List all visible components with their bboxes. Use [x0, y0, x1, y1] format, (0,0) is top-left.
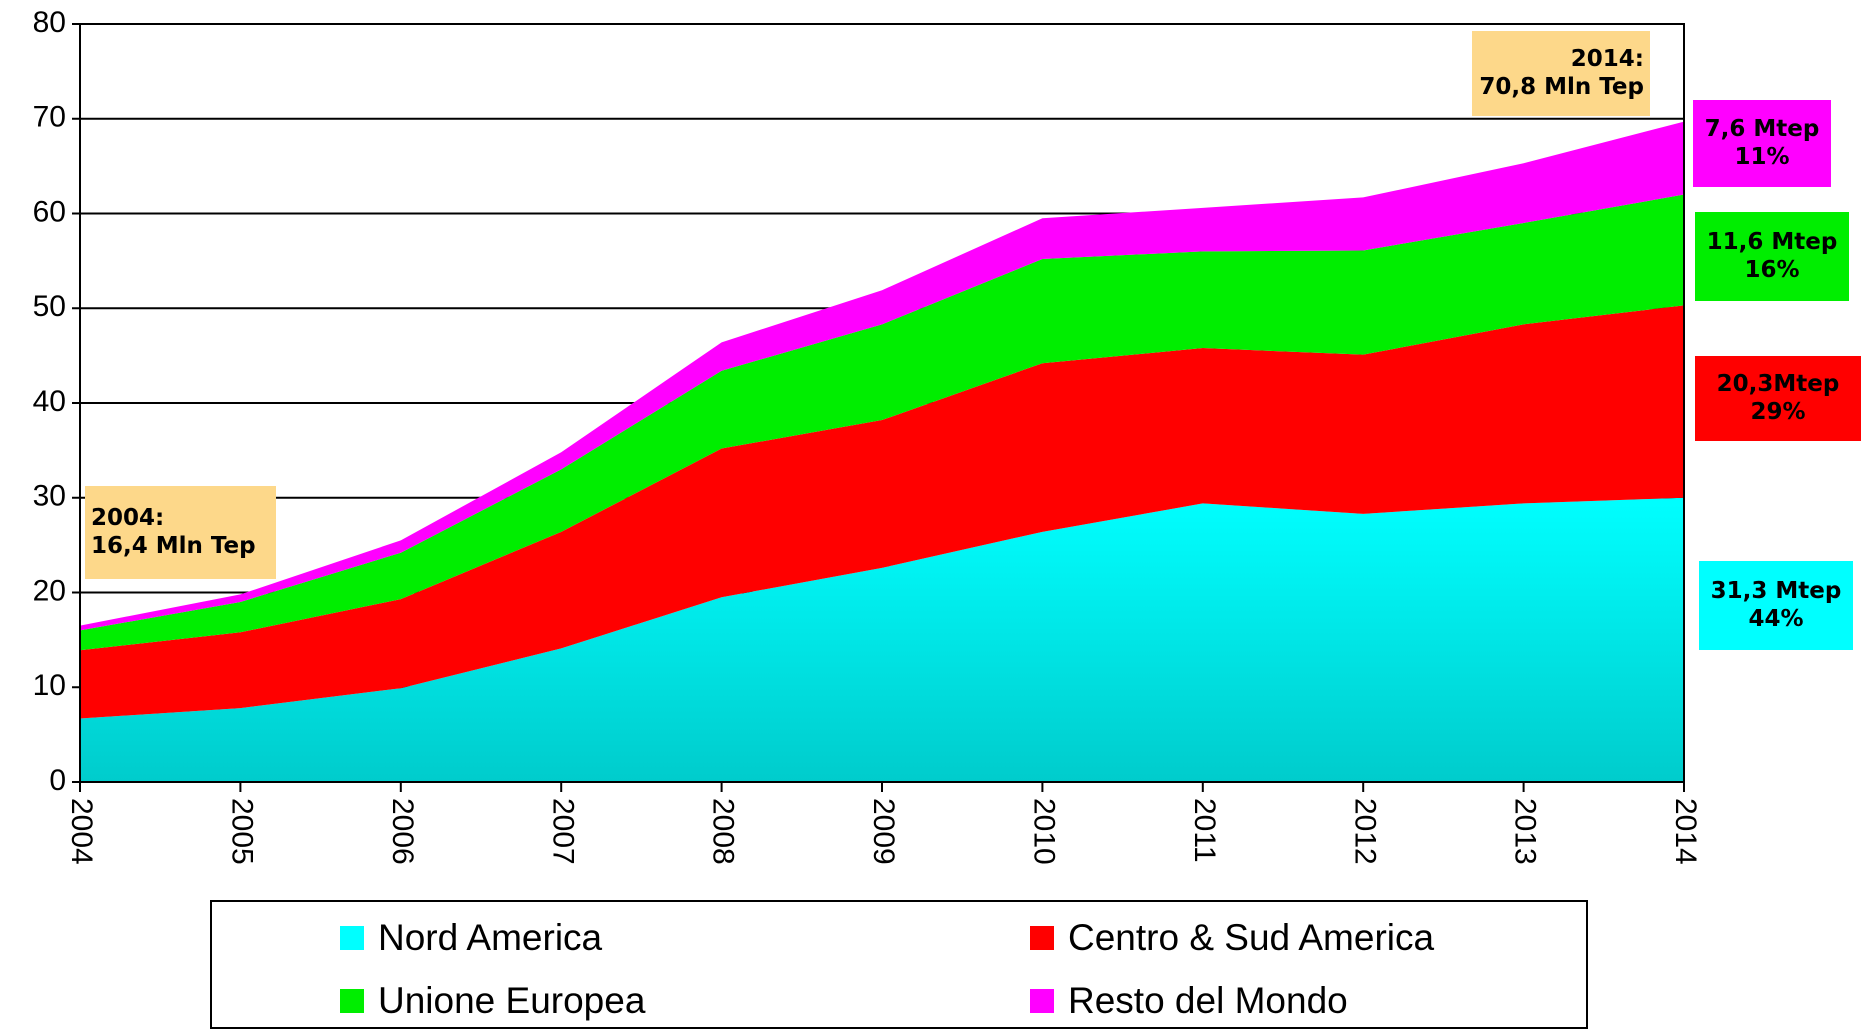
- x-tick-label: 2006: [386, 798, 419, 865]
- y-tick-label: 0: [49, 764, 66, 797]
- y-tick-label: 50: [33, 290, 66, 323]
- x-tick-label: 2010: [1027, 798, 1060, 865]
- annotation-text: 29%: [1750, 399, 1805, 425]
- legend-swatch: [340, 989, 364, 1013]
- x-tick-label: 2011: [1188, 798, 1221, 863]
- legend-swatch: [1030, 926, 1054, 950]
- annotation-text: 2014:: [1571, 46, 1644, 72]
- x-tick-label: 2013: [1509, 798, 1542, 865]
- y-tick-label: 10: [33, 669, 66, 702]
- y-tick-label: 20: [33, 574, 66, 607]
- x-tick-label: 2014: [1669, 798, 1702, 865]
- x-tick-label: 2007: [546, 798, 579, 865]
- y-tick-label: 40: [33, 385, 66, 418]
- annotation-text: 11%: [1734, 144, 1789, 170]
- area: [80, 305, 1684, 719]
- annotation-text: 16,4 Mln Tep: [91, 533, 256, 559]
- annotation-text: 2004:: [91, 505, 164, 531]
- area: [80, 497, 1684, 782]
- annotation-box: [1699, 561, 1853, 650]
- area: [80, 121, 1684, 631]
- legend-swatch: [1030, 989, 1054, 1013]
- y-tick-label: 70: [33, 101, 66, 134]
- legend-label: Unione Europea: [378, 980, 646, 1021]
- annotation-text: 11,6 Mtep: [1707, 229, 1838, 255]
- annotation-text: 7,6 Mtep: [1705, 116, 1820, 142]
- y-tick-label: 30: [33, 480, 66, 513]
- legend-swatch: [340, 926, 364, 950]
- legend-label: Nord America: [378, 917, 603, 958]
- annotation-text: 20,3Mtep: [1717, 371, 1840, 397]
- x-tick-label: 2005: [225, 798, 258, 865]
- legend-box: [210, 900, 1588, 1029]
- area: [80, 194, 1684, 651]
- annotation-text: 31,3 Mtep: [1711, 578, 1842, 604]
- annotation-box: [1472, 31, 1650, 116]
- annotation-text: 44%: [1748, 606, 1803, 632]
- x-tick-label: 2004: [65, 798, 98, 865]
- y-tick-label: 60: [33, 195, 66, 228]
- annotation-text: 16%: [1744, 257, 1799, 283]
- annotation-box: [85, 486, 276, 579]
- x-tick-label: 2008: [707, 798, 740, 865]
- annotation-box: [1695, 356, 1861, 441]
- annotation-text: 70,8 Mln Tep: [1479, 74, 1644, 100]
- y-tick-label: 80: [33, 6, 66, 39]
- legend-label: Resto del Mondo: [1068, 980, 1348, 1021]
- x-tick-label: 2012: [1348, 798, 1381, 865]
- annotation-box: [1695, 212, 1849, 301]
- legend-label: Centro & Sud America: [1068, 917, 1434, 958]
- x-tick-label: 2009: [867, 798, 900, 865]
- annotation-box: [1693, 100, 1831, 187]
